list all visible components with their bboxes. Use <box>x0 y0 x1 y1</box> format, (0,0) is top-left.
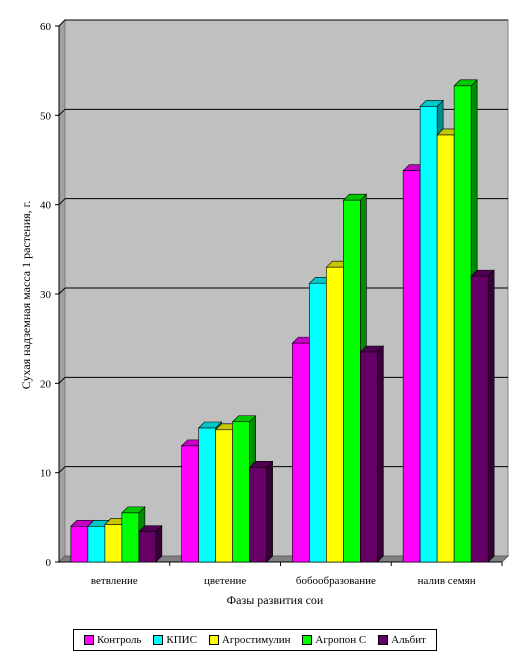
gridline <box>58 19 66 27</box>
gridline <box>58 287 66 295</box>
bar-front <box>453 85 472 563</box>
y-axis-ticks: 0 10 20 30 40 50 60 <box>40 21 59 569</box>
bar-chart: 0 10 20 30 40 50 60 ветвление цветение бобообраз… <box>19 18 510 607</box>
bar-front <box>326 266 344 563</box>
bar-side <box>487 269 495 563</box>
bar-front <box>232 421 250 563</box>
legend-label: Агростимулин <box>221 634 291 646</box>
x-axis-title: Фазы развития сои <box>227 593 324 607</box>
bar-front <box>402 170 421 563</box>
legend-item: КПИС <box>153 634 197 646</box>
legend-item: Альбит <box>378 634 426 646</box>
gridline <box>58 198 66 206</box>
y-tick-label: 20 <box>40 378 52 390</box>
bar-front <box>249 467 267 563</box>
y-tick-label: 50 <box>40 110 52 122</box>
bar <box>470 269 495 563</box>
y-tick-label: 40 <box>40 200 52 212</box>
gridline <box>58 108 66 116</box>
bar-front <box>470 275 489 563</box>
bar-front <box>87 525 106 563</box>
y-tick-label: 30 <box>40 289 52 301</box>
legend-label: Альбит <box>391 634 426 646</box>
legend-label: Контроль <box>96 634 142 646</box>
legend-item: Агропон С <box>302 634 366 646</box>
bar-front <box>419 106 438 563</box>
legend-swatch <box>83 635 94 645</box>
x-category-label: налив семян <box>418 575 476 587</box>
bar <box>359 345 385 563</box>
gridline <box>58 376 66 384</box>
y-tick-label: 60 <box>40 21 52 33</box>
legend-swatch <box>378 635 389 645</box>
bar-side <box>377 345 384 563</box>
gridline <box>58 466 66 474</box>
x-category-label: бобообразование <box>296 575 376 587</box>
bar-front <box>292 342 310 563</box>
y-tick-label: 0 <box>46 557 52 569</box>
legend-label: Агропон С <box>315 634 367 646</box>
bar-front <box>360 351 378 563</box>
x-category-label: цветение <box>204 575 246 587</box>
y-axis-title: Сухая надземная масса 1 растения, г. <box>19 201 33 389</box>
bar-side <box>266 460 273 563</box>
bar-front <box>309 282 327 563</box>
x-axis-categories: ветвление цветение бобообразование налив се… <box>91 562 503 587</box>
y-tick-label: 10 <box>40 468 52 480</box>
legend-item: Агростимулин <box>208 634 291 646</box>
bars <box>70 79 495 563</box>
bar-front <box>181 445 199 563</box>
bar <box>248 460 274 563</box>
bar-front <box>436 134 455 563</box>
bar-front <box>121 512 140 563</box>
bar-front <box>215 429 233 563</box>
bar-front <box>70 525 89 563</box>
legend-item: Контроль <box>83 634 142 646</box>
legend-swatch <box>208 635 219 645</box>
legend-swatch <box>153 635 164 645</box>
legend-label: КПИС <box>166 634 197 646</box>
bar-front <box>138 531 157 563</box>
bar-front <box>104 524 123 563</box>
legend-swatch <box>302 635 313 645</box>
legend: Контроль КПИС Агростимулин Агропон С Альбит <box>73 629 437 651</box>
bar-front <box>198 427 216 563</box>
x-category-label: ветвление <box>91 575 138 587</box>
bar-front <box>343 199 361 563</box>
bar <box>138 524 163 563</box>
